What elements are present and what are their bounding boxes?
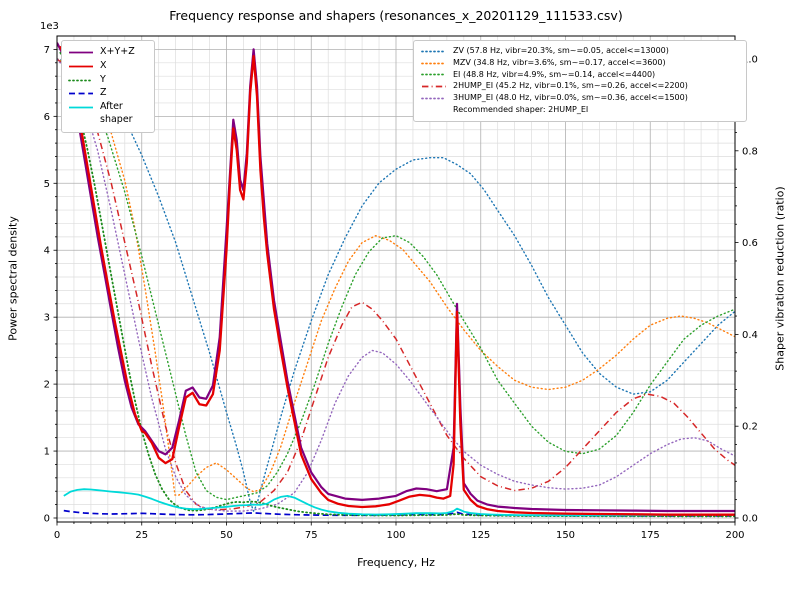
legend-item-xyz: X+Y+Z xyxy=(68,46,148,59)
x-tick-label: 150 xyxy=(556,530,575,541)
legend-label: 2HUMP_EI (45.2 Hz, vibr=0.1%, sm~=0.26, … xyxy=(453,81,688,91)
legend-item-3hump-ei: 3HUMP_EI (48.0 Hz, vibr=0.0%, sm~=0.36, … xyxy=(421,93,739,104)
y-right-tick-label: 0.0 xyxy=(742,514,758,525)
x-tick-label: 0 xyxy=(54,530,60,541)
x-tick-label: 50 xyxy=(220,530,233,541)
y-left-tick-label: 4 xyxy=(44,246,50,257)
y-right-tick-label: 0.8 xyxy=(742,146,758,157)
legend-item-mzv: MZV (34.8 Hz, vibr=3.6%, sm~=0.17, accel… xyxy=(421,58,739,69)
y-left-tick-label: 0 xyxy=(44,514,50,525)
legend-item-after-shaper: After shaper xyxy=(68,101,148,127)
legend-shapers: ZV (57.8 Hz, vibr=20.3%, sm~=0.05, accel… xyxy=(413,40,747,122)
legend-label: After shaper xyxy=(100,101,133,126)
y-left-tick-label: 1 xyxy=(44,447,50,458)
tick-labels: 0 25 50 75 100 125 150 175 200 0 1 2 3 4 5 6 7 0.0 0.2 0.4 0… xyxy=(44,45,758,541)
legend-label: X xyxy=(100,59,107,71)
y-left-tick-label: 3 xyxy=(44,313,50,324)
series-layer xyxy=(57,42,735,518)
series-ei xyxy=(57,58,735,501)
y-left-tick-label: 2 xyxy=(44,380,50,391)
x-axis-label: Frequency, Hz xyxy=(357,556,435,569)
legend-item-ei: EI (48.8 Hz, vibr=4.9%, sm~=0.14, accel<… xyxy=(421,70,739,81)
legend-label: Z xyxy=(100,87,107,99)
y-right-tick-label: 0.6 xyxy=(742,238,758,249)
x-tick-label: 100 xyxy=(386,530,405,541)
y-left-tick-label: 7 xyxy=(44,45,50,56)
series-mzv xyxy=(57,58,735,496)
series-x xyxy=(59,45,735,516)
x-tick-label: 200 xyxy=(725,530,744,541)
legend-line-sample xyxy=(68,48,94,57)
legend-item-x: X xyxy=(68,60,148,73)
legend-label: MZV (34.8 Hz, vibr=3.6%, sm~=0.17, accel… xyxy=(453,57,666,67)
legend-item-y: Y xyxy=(68,74,148,87)
legend-line-sample xyxy=(68,76,94,85)
legend-footer: Recommended shaper: 2HUMP_EI xyxy=(421,105,739,116)
legend-label: EI (48.8 Hz, vibr=4.9%, sm~=0.14, accel<… xyxy=(453,69,656,79)
legend-item-zv: ZV (57.8 Hz, vibr=20.3%, sm~=0.05, accel… xyxy=(421,46,739,57)
legend-line-sample xyxy=(68,103,94,112)
recommended-shaper-text: Recommended shaper: 2HUMP_EI xyxy=(453,104,589,114)
ticks xyxy=(53,40,739,526)
legend-label: X+Y+Z xyxy=(100,46,135,57)
chart-title: Frequency response and shapers (resonanc… xyxy=(169,8,623,23)
y-axis-left-label: Power spectral density xyxy=(6,216,20,341)
series-zv xyxy=(57,58,735,512)
legend-line-sample xyxy=(421,47,447,56)
y-right-tick-label: 0.2 xyxy=(742,422,758,433)
legend-line-sample xyxy=(68,89,94,98)
legend-label: 3HUMP_EI (48.0 Hz, vibr=0.0%, sm~=0.36, … xyxy=(453,93,688,103)
y-axis-offset-text: 1e3 xyxy=(40,21,59,32)
y-axis-right-label: Shaper vibration reduction (ratio) xyxy=(773,186,787,371)
legend-line-sample xyxy=(421,70,447,79)
series-3hump-ei xyxy=(57,58,735,512)
y-right-tick-label: 1.0 xyxy=(742,55,758,66)
x-tick-label: 175 xyxy=(641,530,660,541)
y-left-tick-label: 6 xyxy=(44,112,50,123)
series-after-shaper xyxy=(63,488,735,517)
x-tick-label: 125 xyxy=(471,530,490,541)
legend-label: ZV (57.8 Hz, vibr=20.3%, sm~=0.05, accel… xyxy=(453,46,669,55)
legend-line-sample xyxy=(421,94,447,103)
series-2hump-ei xyxy=(57,58,735,511)
x-tick-label: 25 xyxy=(135,530,148,541)
series-z xyxy=(63,509,735,517)
legend-label: Y xyxy=(100,73,106,85)
legend-line-sample xyxy=(68,62,94,71)
y-right-tick-label: 0.4 xyxy=(742,330,758,341)
y-left-tick-label: 5 xyxy=(44,179,50,190)
series-y xyxy=(59,51,735,518)
legend-line-sample xyxy=(421,59,447,68)
legend-item-z: Z xyxy=(68,87,148,100)
legend-item-2hump-ei: 2HUMP_EI (45.2 Hz, vibr=0.1%, sm~=0.26, … xyxy=(421,81,739,92)
legend-line-sample xyxy=(421,82,447,91)
legend-psd: X+Y+Z X Y Z After shaper xyxy=(61,40,155,133)
x-tick-label: 75 xyxy=(305,530,318,541)
